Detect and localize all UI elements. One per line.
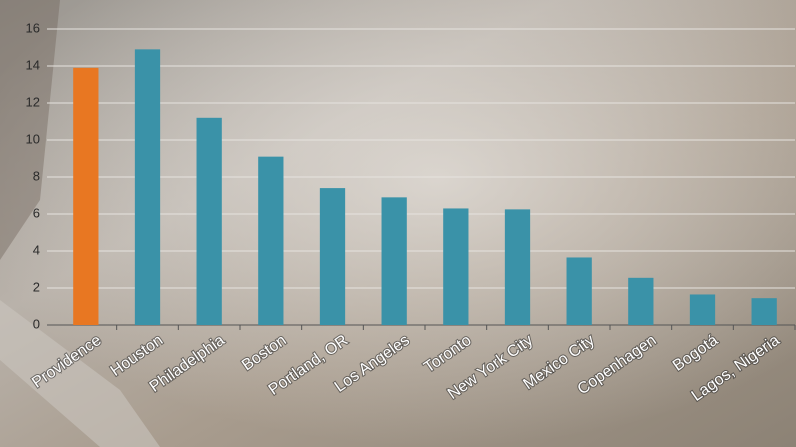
- bar: [196, 117, 222, 325]
- bar: [381, 197, 407, 325]
- y-tick-label: 6: [33, 205, 40, 220]
- y-tick-label: 2: [33, 279, 40, 294]
- bar: [504, 209, 531, 325]
- y-tick-label: 0: [33, 316, 40, 331]
- bar: [628, 277, 654, 325]
- bar: [73, 67, 99, 325]
- y-tick-label: 8: [33, 168, 40, 183]
- background-tree: [0, 0, 60, 260]
- y-tick-label: 16: [26, 20, 40, 35]
- bar: [443, 208, 469, 325]
- bar: [566, 257, 592, 325]
- y-tick-label: 4: [33, 242, 40, 257]
- background-branch: [0, 300, 160, 447]
- bar: [751, 298, 777, 325]
- bar: [319, 188, 346, 325]
- y-tick-label: 12: [26, 94, 40, 109]
- y-tick-label: 10: [26, 131, 40, 146]
- bar: [134, 49, 161, 325]
- bar: [689, 294, 716, 325]
- bar: [258, 156, 284, 325]
- y-tick-label: 14: [26, 57, 40, 72]
